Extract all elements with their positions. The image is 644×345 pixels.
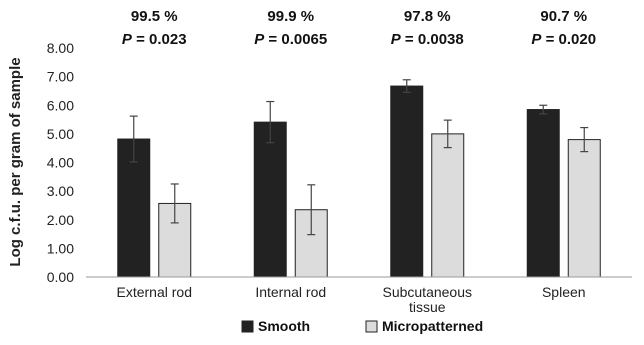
legend-swatch xyxy=(365,320,378,333)
x-axis: External rod Internal rod Subcutaneoustiss… xyxy=(86,276,632,315)
y-tick-label: 7.00 xyxy=(47,69,74,85)
x-tick-label: Spleen xyxy=(542,284,586,300)
error-bar xyxy=(443,119,452,149)
y-tick-label: 3.00 xyxy=(47,183,74,199)
bar-smooth xyxy=(390,85,424,278)
bar-micropatterned xyxy=(567,139,601,278)
y-tick-label: 8.00 xyxy=(47,40,74,56)
legend: Smooth Micropatterned xyxy=(241,318,483,334)
error-bar xyxy=(129,115,138,163)
error-bars xyxy=(129,79,589,236)
error-bar xyxy=(402,79,411,93)
bar-smooth xyxy=(253,121,287,278)
percent-reduction-label: 97.8 % xyxy=(404,8,451,25)
bars xyxy=(117,85,601,278)
x-tick-label: tissue xyxy=(409,299,446,315)
error-bar xyxy=(580,126,589,153)
legend-label: Smooth xyxy=(258,318,310,334)
x-tick-label: Subcutaneous xyxy=(382,284,472,300)
y-tick-label: 6.00 xyxy=(47,97,74,113)
y-tick-label: 1.00 xyxy=(47,240,74,256)
y-tick-label: 5.00 xyxy=(47,126,74,142)
legend-item-micropatterned: Micropatterned xyxy=(365,318,483,334)
p-value-label: P = 0.0038 xyxy=(391,31,464,48)
x-tick-label: Internal rod xyxy=(255,284,326,300)
error-bar xyxy=(170,183,179,224)
percent-reduction-label: 99.5 % xyxy=(131,8,178,25)
error-bar xyxy=(266,100,275,144)
y-tick-label: 2.00 xyxy=(47,212,74,228)
p-value-label: P = 0.023 xyxy=(122,31,187,48)
percent-reduction-label: 99.9 % xyxy=(267,8,314,25)
error-bar xyxy=(539,104,548,115)
bar-micropatterned xyxy=(431,133,465,278)
legend-item-smooth: Smooth xyxy=(241,318,310,334)
p-value-label: P = 0.0065 xyxy=(254,31,327,48)
percent-reduction-label: 90.7 % xyxy=(540,8,587,25)
y-axis-label: Log c.f.u. per gram of sample xyxy=(7,57,24,266)
significance-annotations: 99.5 % P = 0.023 99.9 % P = 0.0065 97.8 % P =… xyxy=(122,8,596,48)
legend-swatch xyxy=(241,320,254,333)
p-value-label: P = 0.020 xyxy=(531,31,596,48)
y-tick-label: 0.00 xyxy=(47,269,74,285)
legend-label: Micropatterned xyxy=(382,318,483,334)
x-tick-label: External rod xyxy=(117,284,192,300)
y-tick-label: 4.00 xyxy=(47,155,74,171)
error-bar xyxy=(307,184,316,236)
bar-smooth xyxy=(526,109,560,278)
y-axis: 0.00 1.00 2.00 3.00 4.00 5.00 6.00 7.00 8.00 xyxy=(47,40,74,285)
